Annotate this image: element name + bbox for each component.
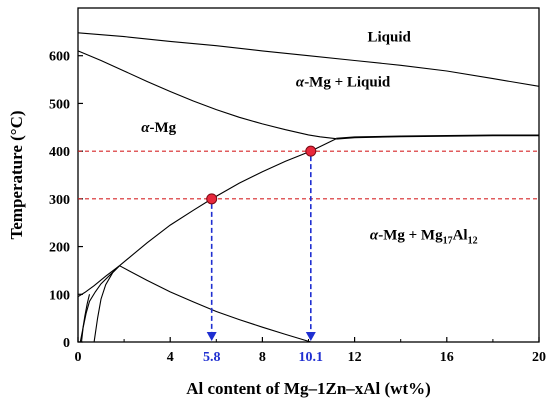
x-tick-label: 16 [440,350,454,365]
phase-boundary-low-boundary [77,265,120,298]
highlight-arrow-head [206,332,217,341]
plot-area: 0 100 200 300 400 500 600 0 4 8 12 16 20 5.8 10.1 Liqui… [49,7,546,365]
phase-boundary-branch-c [93,265,120,343]
y-tick-label: 500 [49,97,70,112]
region-label-alpha-mg: α-Mg [141,120,176,136]
y-tick-label: 200 [49,241,70,256]
region-label-alpha-liquid: α-Mg + Liquid [296,75,391,91]
x-tick-label: 12 [348,350,362,365]
phase-boundary-liquidus [77,32,540,87]
highlight-label: 5.8 [203,350,221,365]
data-point-marker [305,145,317,157]
phase-boundary-branch-b [79,294,91,343]
x-tick-label: 8 [259,350,266,365]
highlight-label: 10.1 [299,350,324,365]
phase-boundary-tail [119,265,311,343]
y-tick-label: 400 [49,145,70,160]
y-tick-label: 600 [49,50,70,65]
plot-frame [77,7,540,343]
x-tick-label: 0 [75,350,82,365]
highlight-arrow-head [305,332,316,341]
y-tick-label: 300 [49,193,70,208]
y-tick-label: 100 [49,288,70,303]
x-tick-label: 20 [532,350,546,365]
phase-boundary-solidus [77,50,337,140]
data-point-marker [206,193,218,205]
phase-boundary-solvus [119,138,337,267]
x-axis-title: Al content of Mg–1Zn–xAl (wt%) [186,379,431,398]
region-label-alpha-mg17al12: α-Mg + Mg17Al12 [370,227,478,246]
y-axis-title: Temperature (°C) [7,110,26,239]
x-tick-label: 4 [167,350,174,365]
y-tick-label: 0 [63,336,70,351]
phase-boundary-eutectic [336,134,539,140]
region-label-liquid: Liquid [367,29,411,45]
